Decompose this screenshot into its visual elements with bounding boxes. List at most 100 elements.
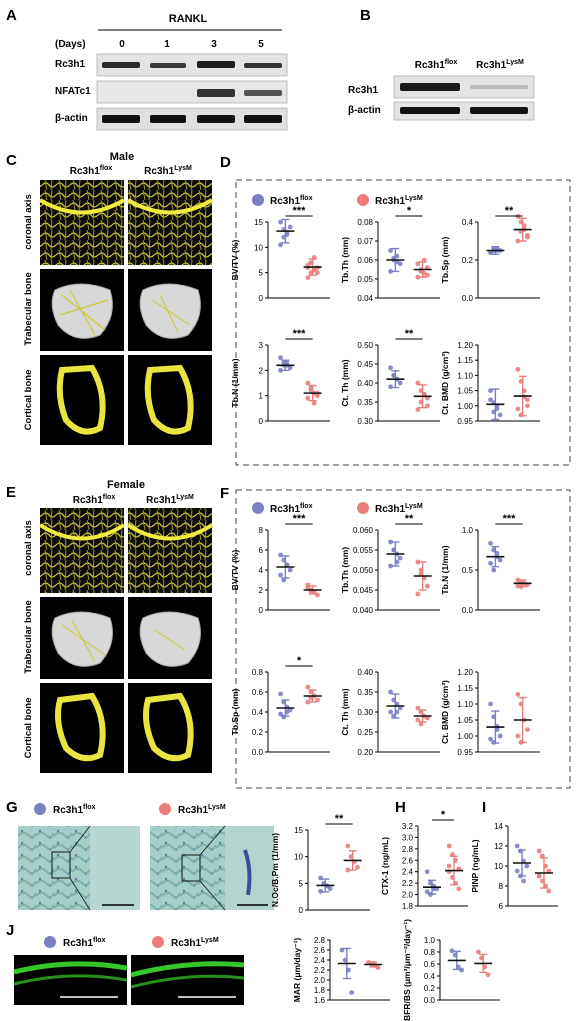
y-tick-label-F2: 0.050	[353, 566, 374, 575]
y-tick-label-F1: 2	[259, 586, 264, 595]
data-point-F4	[305, 684, 311, 690]
y-axis-label-D5: Ct. Th (mm)	[340, 359, 350, 406]
data-point-H1	[456, 886, 462, 892]
panel-f-letter: F	[220, 485, 229, 502]
panel-b-row-actin: β-actin	[348, 105, 381, 116]
data-point-F6	[525, 727, 530, 732]
data-point-F4	[278, 711, 283, 717]
significance-label-F3: ***	[503, 513, 517, 525]
data-point-D4	[305, 395, 311, 401]
panel-g-legend-lysm-marker	[159, 803, 171, 815]
data-point-J2	[476, 949, 481, 955]
panel-a: A RANKL (Days) 0 1 3 5 Rc3h1 NFATc1 β-ac…	[6, 7, 288, 131]
data-point-D5	[397, 380, 403, 386]
y-axis-label-F4: Tb.Sp (mm)	[230, 688, 240, 735]
chart-I1: 6 8 10 12 14 PINP (ng/mL)	[470, 822, 558, 911]
y-tick-label-J2: 1.0	[424, 936, 436, 945]
y-tick-label-G1: 15	[294, 826, 303, 835]
panel-e: E Female Rc3h1flox Rc3h1LysM coronal axi…	[6, 479, 214, 773]
data-point-F1	[305, 585, 311, 591]
y-tick-label-J2: 0.6	[424, 960, 436, 969]
panel-a-day-5: 5	[258, 39, 264, 50]
data-point-I1	[521, 878, 526, 884]
data-point-D1	[315, 270, 320, 276]
panel-a-day-3: 3	[211, 39, 217, 50]
data-point-I1	[536, 848, 542, 854]
panel-j-legend-flox: Rc3h1flox	[63, 937, 106, 949]
y-tick-label-F4: 0.6	[252, 688, 264, 697]
panel-f-legend-flox-marker	[252, 502, 264, 514]
y-tick-label-F5: 0.20	[357, 748, 373, 757]
significance-label-F1: ***	[293, 513, 307, 525]
histology-flox-zoom	[90, 826, 140, 910]
data-point-F5	[415, 705, 421, 711]
data-point-D4	[305, 380, 311, 386]
y-tick-label-D3: 0.2	[462, 256, 474, 265]
data-point-I1	[514, 843, 520, 849]
y-axis-label-I1: PINP (ng/mL)	[470, 839, 480, 892]
y-tick-label-F2: 0.055	[353, 546, 374, 555]
data-point-D4	[278, 367, 283, 373]
data-point-D4	[287, 365, 293, 371]
data-point-H1	[424, 889, 430, 895]
data-point-F1	[287, 567, 293, 573]
y-axis-label-F1: BV/TV (%)	[230, 550, 240, 591]
y-axis-label-F5: Ct. Th (mm)	[340, 688, 350, 735]
y-tick-label-I1: 14	[494, 822, 503, 831]
chart-F1: 0 2 4 6 8 BV/TV (%) ***	[230, 513, 330, 615]
data-point-F6	[515, 692, 521, 697]
y-tick-label-I1: 12	[494, 842, 503, 851]
y-tick-label-D4: 0	[259, 417, 264, 426]
y-tick-label-J2: 0.8	[424, 948, 436, 957]
y-tick-label-F2: 0.040	[353, 606, 374, 615]
y-tick-label-H1: 2.2	[402, 879, 414, 888]
panel-g-legend-flox-marker	[34, 803, 46, 815]
data-point-D2	[415, 274, 421, 280]
y-tick-label-F4: 0.2	[252, 728, 264, 737]
y-tick-label-D5: 0.35	[357, 398, 373, 407]
y-tick-label-J2: 0.0	[424, 996, 436, 1005]
y-tick-label-D1: 15	[254, 218, 263, 227]
y-tick-label-I1: 10	[494, 862, 503, 871]
y-axis-label-F6: Ct. BMD (g/cm³)	[440, 680, 450, 744]
data-point-H1	[446, 843, 452, 849]
panel-e-row-coronal: coronal axis	[23, 520, 34, 575]
panel-i-letter: I	[482, 799, 486, 816]
histology-lysm-box	[181, 854, 201, 882]
y-tick-label-D2: 0.06	[357, 256, 373, 265]
y-tick-label-F1: 6	[259, 546, 264, 555]
panel-j-legend-lysm-marker	[152, 936, 164, 948]
y-axis-label-D4: Tb.N (1/mm)	[230, 358, 240, 407]
y-tick-label-D6: 1.10	[457, 371, 473, 380]
y-axis-label-D1: BV/TV (%)	[230, 240, 240, 281]
y-tick-label-J1: 2.2	[314, 966, 326, 975]
data-point-I1	[524, 863, 530, 869]
y-tick-label-D2: 0.08	[357, 218, 373, 227]
y-axis-label-H1: CTX-1 (ng/mL)	[380, 837, 390, 895]
data-point-F5	[388, 689, 393, 695]
y-tick-label-D2: 0.04	[357, 294, 373, 303]
significance-label-D5: **	[405, 328, 414, 340]
data-point-F1	[278, 572, 283, 578]
chart-D3: 0.0 0.2 0.4 Tb.Sp (mm) **	[440, 205, 540, 303]
panel-j-legend-lysm: Rc3h1LysM	[171, 937, 219, 949]
panel-d-legend-flox: Rc3h1flox	[270, 195, 313, 207]
data-point-D2	[397, 261, 403, 267]
y-tick-label-I1: 8	[499, 882, 504, 891]
y-tick-label-H1: 2.6	[402, 856, 414, 865]
panel-f-legend-lysm: Rc3h1LysM	[375, 503, 423, 515]
y-tick-label-H1: 2.0	[402, 891, 414, 900]
blot-b-actin	[393, 101, 535, 121]
panel-b-letter: B	[360, 7, 371, 24]
panel-a-day-1: 1	[164, 39, 170, 50]
panel-h-letter: H	[395, 799, 406, 816]
y-tick-label-F6: 0.95	[457, 748, 473, 757]
data-point-D6	[488, 397, 493, 403]
data-point-D6	[525, 403, 530, 409]
y-tick-label-H1: 2.8	[402, 845, 414, 854]
panel-f: F Rc3h1flox Rc3h1LysM	[220, 485, 571, 789]
data-point-F2	[425, 583, 430, 589]
data-point-D6	[497, 412, 503, 418]
y-tick-label-D3: 0.4	[462, 218, 474, 227]
panel-d-letter: D	[220, 154, 231, 171]
